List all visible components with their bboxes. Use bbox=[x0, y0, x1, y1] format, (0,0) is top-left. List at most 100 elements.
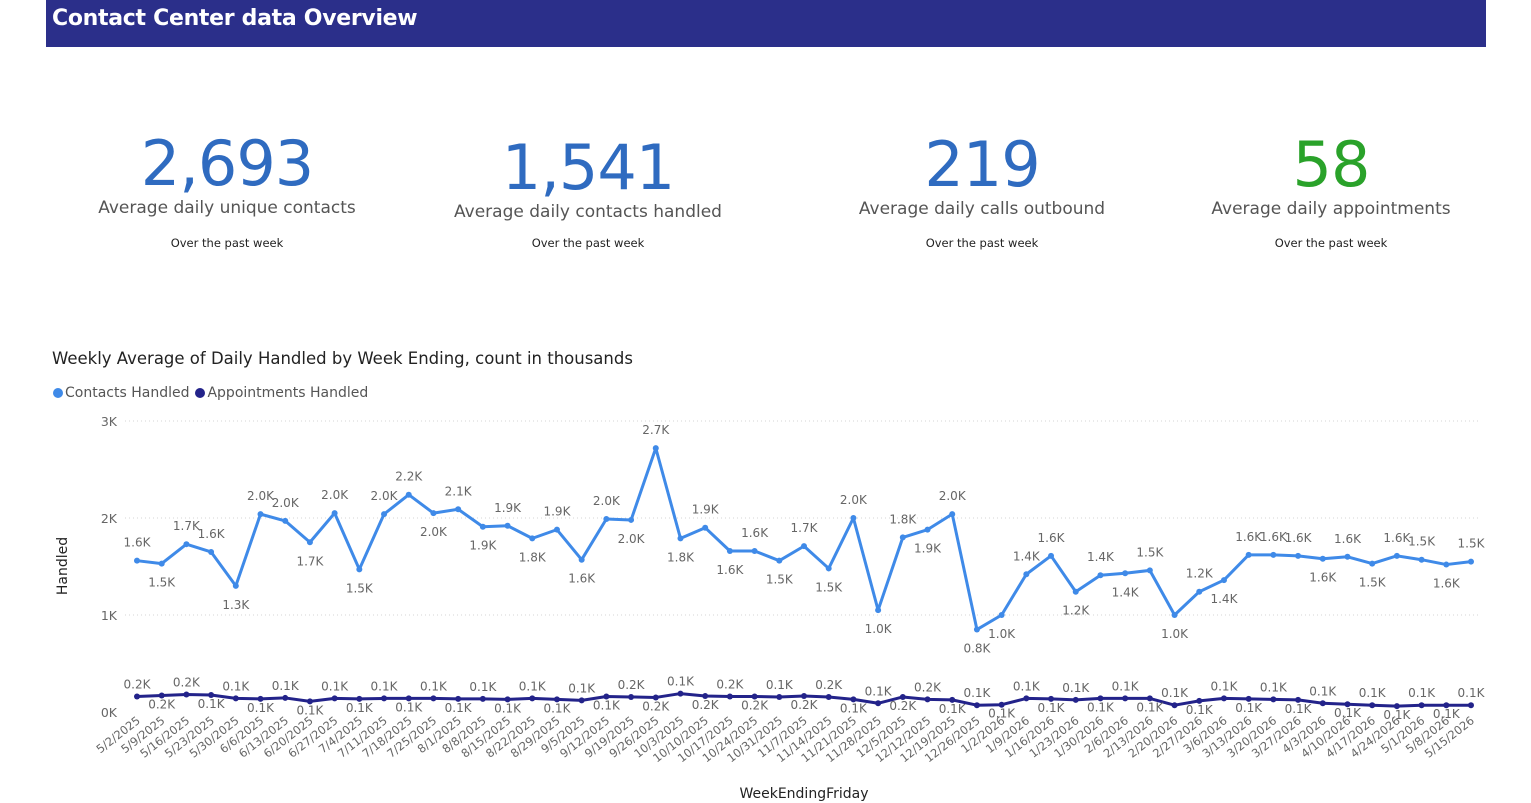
data-label: 0.1K bbox=[1260, 680, 1288, 694]
data-label: 1.2K bbox=[1062, 604, 1090, 618]
data-point bbox=[1369, 560, 1376, 567]
data-label: 1.6K bbox=[741, 526, 769, 540]
y-tick-label: 2K bbox=[101, 511, 118, 526]
data-point bbox=[603, 693, 610, 700]
data-point bbox=[973, 626, 980, 633]
data-point bbox=[356, 566, 363, 573]
data-point bbox=[726, 693, 733, 700]
legend-dot-appointments-icon bbox=[195, 388, 206, 398]
data-label: 2.1K bbox=[445, 484, 473, 498]
data-label: 1.9K bbox=[543, 505, 571, 519]
data-label: 0.1K bbox=[667, 675, 695, 689]
data-label: 1.5K bbox=[1359, 576, 1387, 590]
kpi-sub-contacts-handled: Over the past week bbox=[531, 236, 645, 250]
data-label: 1.6K bbox=[568, 572, 596, 586]
data-point bbox=[1369, 702, 1376, 709]
data-point bbox=[1023, 695, 1030, 702]
data-label: 1.6K bbox=[1285, 531, 1313, 545]
data-label: 0.1K bbox=[1112, 679, 1140, 693]
y-tick-label: 1K bbox=[101, 608, 118, 623]
kpi-label-appointments: Average daily appointments bbox=[1211, 199, 1451, 219]
kpi-label-calls-outbound: Average daily calls outbound bbox=[858, 199, 1106, 219]
data-point bbox=[158, 692, 165, 699]
data-label: 0.2K bbox=[173, 676, 201, 690]
chart-legend: Contacts Handled Appointments Handled bbox=[53, 385, 374, 401]
kpi-sub-unique-contacts: Over the past week bbox=[170, 236, 284, 250]
data-label: 0.1K bbox=[1210, 679, 1238, 693]
data-point bbox=[306, 539, 313, 546]
data-label: 0.1K bbox=[1285, 702, 1313, 716]
data-point bbox=[776, 693, 783, 700]
data-point bbox=[1295, 552, 1302, 559]
data-label: 1.6K bbox=[1383, 531, 1411, 545]
data-label: 0.2K bbox=[815, 678, 843, 692]
data-point bbox=[282, 517, 289, 524]
data-label: 0.1K bbox=[1359, 686, 1387, 700]
data-point bbox=[1171, 702, 1178, 709]
data-label: 0.1K bbox=[593, 698, 621, 712]
data-label: 2.7K bbox=[642, 423, 670, 437]
data-point bbox=[529, 695, 536, 702]
data-point bbox=[134, 557, 140, 564]
data-label: 0.1K bbox=[543, 701, 571, 715]
data-label: 0.1K bbox=[494, 701, 522, 715]
data-label: 0.1K bbox=[1062, 681, 1090, 695]
data-point bbox=[1393, 552, 1400, 559]
legend-item-contacts[interactable]: Contacts Handled bbox=[53, 385, 189, 401]
data-point bbox=[356, 695, 363, 702]
data-point bbox=[628, 516, 635, 523]
data-label: 0.1K bbox=[247, 701, 275, 715]
kpi-label-unique-contacts: Average daily unique contacts bbox=[98, 198, 356, 218]
data-label: 0.1K bbox=[469, 680, 497, 694]
data-label: 0.1K bbox=[272, 679, 300, 693]
data-point bbox=[1418, 556, 1425, 563]
data-point bbox=[1344, 701, 1351, 708]
data-label: 0.1K bbox=[1136, 700, 1164, 714]
data-label: 1.4K bbox=[1087, 550, 1115, 564]
data-point bbox=[1122, 695, 1129, 702]
data-label: 1.8K bbox=[519, 550, 547, 564]
data-point bbox=[1097, 572, 1104, 579]
data-label: 1.6K bbox=[1334, 532, 1362, 546]
data-label: 0.1K bbox=[568, 681, 596, 695]
data-point bbox=[1097, 695, 1104, 702]
data-point bbox=[578, 556, 585, 563]
data-point bbox=[825, 693, 832, 700]
data-point bbox=[134, 693, 140, 700]
data-label: 1.0K bbox=[1161, 627, 1189, 641]
data-point bbox=[232, 695, 239, 702]
data-label: 2.0K bbox=[371, 489, 399, 503]
data-label: 0.2K bbox=[741, 698, 769, 712]
data-label: 2.0K bbox=[247, 489, 275, 503]
data-label: 1.3K bbox=[222, 598, 250, 612]
data-point bbox=[652, 694, 659, 701]
data-label: 1.5K bbox=[346, 581, 374, 595]
kpi-card-appointments: 58 Average daily appointments Over the p… bbox=[1161, 125, 1501, 250]
y-tick-label: 0K bbox=[101, 705, 118, 720]
data-point bbox=[1245, 551, 1252, 558]
data-point bbox=[801, 543, 807, 550]
data-label: 1.5K bbox=[1408, 535, 1436, 549]
data-label: 0.2K bbox=[692, 698, 720, 712]
data-label: 2.2K bbox=[395, 470, 423, 484]
data-point bbox=[504, 696, 511, 703]
data-label: 0.2K bbox=[889, 699, 917, 713]
data-point bbox=[1468, 558, 1474, 565]
data-point bbox=[726, 547, 733, 554]
data-label: 1.7K bbox=[173, 519, 201, 533]
kpi-value-contacts-handled: 1,541 bbox=[501, 131, 676, 204]
data-point bbox=[924, 696, 931, 703]
data-point bbox=[1048, 695, 1055, 702]
x-axis-title: WeekEndingFriday bbox=[739, 786, 868, 802]
data-label: 2.0K bbox=[420, 525, 448, 539]
data-label: 1.6K bbox=[716, 563, 744, 577]
data-label: 1.6K bbox=[1235, 530, 1263, 544]
data-point bbox=[1023, 571, 1030, 578]
data-label: 0.1K bbox=[198, 697, 226, 711]
data-label: 1.9K bbox=[469, 539, 497, 553]
data-label: 0.2K bbox=[148, 698, 176, 712]
data-point bbox=[1468, 702, 1474, 709]
legend-item-appointments[interactable]: Appointments Handled bbox=[195, 385, 368, 401]
data-point bbox=[405, 491, 412, 498]
data-point bbox=[1171, 612, 1178, 618]
